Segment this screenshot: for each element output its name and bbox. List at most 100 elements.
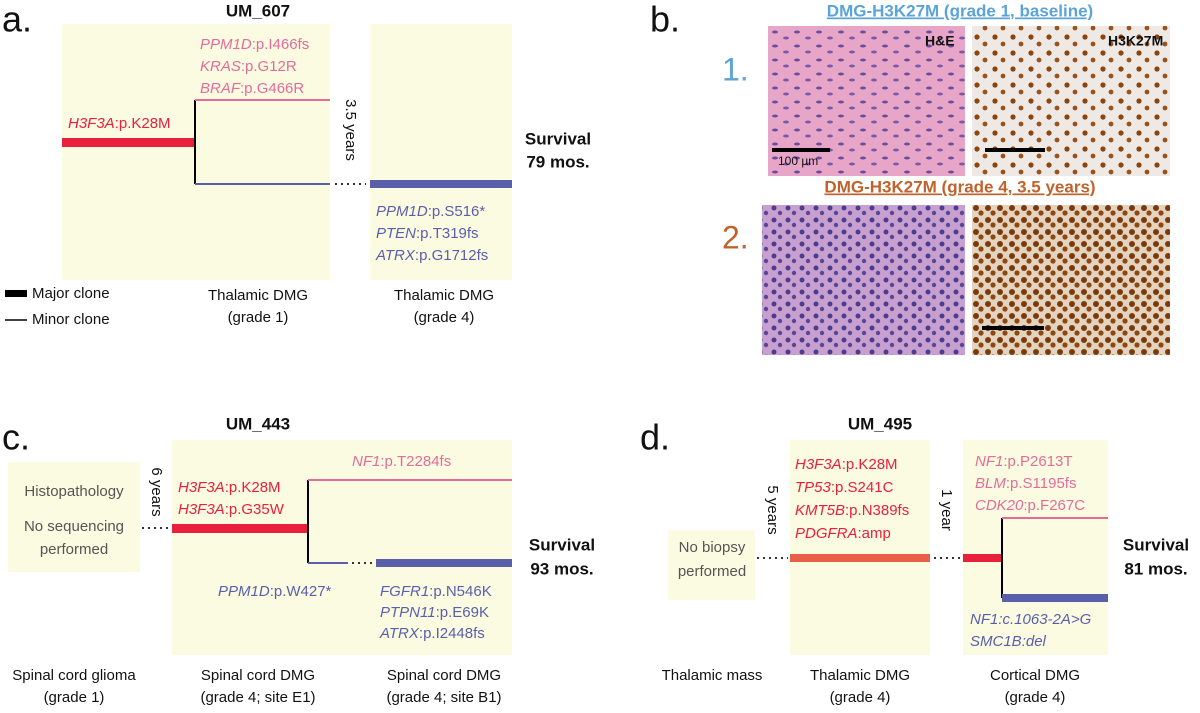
mutation: CDK20:p.F267C bbox=[975, 497, 1085, 514]
panel-label: b. bbox=[650, 0, 680, 40]
change: :p.G12R bbox=[241, 58, 297, 75]
sample: (grade 4; site E1) bbox=[200, 689, 315, 706]
change: :p.I2448fs bbox=[419, 625, 485, 642]
legend: Minor clone bbox=[32, 311, 110, 328]
mutation: PTEN:p.T319fs bbox=[376, 225, 479, 242]
panel-label: a. bbox=[2, 0, 32, 40]
change: :amp bbox=[858, 525, 891, 542]
image bbox=[762, 205, 965, 355]
sample: Thalamic DMG bbox=[208, 287, 308, 304]
gene: PTPN11 bbox=[380, 604, 436, 621]
gene: PPM1D bbox=[200, 36, 252, 53]
change: :p.N389fs bbox=[845, 502, 909, 519]
gene: H3F3A bbox=[68, 115, 115, 132]
survival: Survival bbox=[1123, 535, 1189, 554]
gene: ATRX bbox=[375, 247, 416, 264]
change: :p.S241C bbox=[831, 479, 894, 496]
mutation: SMC1B:del bbox=[970, 633, 1047, 650]
gene: CDK20 bbox=[975, 497, 1024, 514]
scale-bar bbox=[985, 148, 1045, 152]
gene: KMT5B bbox=[795, 502, 845, 519]
survival: 93 mos. bbox=[530, 559, 593, 578]
row-label: 1. bbox=[722, 51, 749, 87]
gene: PDGFRA bbox=[795, 525, 858, 542]
sample: Cortical DMG bbox=[990, 667, 1080, 684]
interval: 5 years bbox=[764, 485, 781, 534]
change: :p.G1712fs bbox=[415, 247, 488, 264]
trunk-line bbox=[790, 554, 930, 562]
mutation: BLM:p.S1195fs bbox=[975, 475, 1076, 492]
panel-label: d. bbox=[640, 417, 670, 458]
gene: BLM bbox=[975, 475, 1006, 492]
mutation: H3F3A:p.K28M bbox=[178, 479, 281, 496]
sample: Spinal cord glioma bbox=[12, 667, 136, 684]
trunk-line bbox=[963, 554, 1002, 562]
change: :p.K28M bbox=[225, 479, 281, 496]
change: :del bbox=[1022, 633, 1047, 650]
change: :p.P2613T bbox=[1003, 453, 1072, 470]
legend-swatch bbox=[5, 290, 27, 297]
survival: Survival bbox=[525, 129, 591, 148]
change: :p.T319fs bbox=[416, 225, 479, 242]
change: :p.S1195fs bbox=[1006, 475, 1077, 492]
row-title: DMG-H3K27M (grade 4, 3.5 years) bbox=[824, 177, 1095, 196]
sample: Thalamic DMG bbox=[810, 667, 910, 684]
mutation: NF1:p.T2284fs bbox=[352, 453, 451, 470]
survival: 79 mos. bbox=[526, 152, 589, 171]
legend: Major clone bbox=[32, 285, 110, 302]
image bbox=[972, 205, 1170, 355]
box bbox=[963, 440, 1108, 655]
scale-bar bbox=[772, 148, 830, 152]
interval: 3.5 years bbox=[342, 99, 359, 161]
mutation: KRAS:p.G12R bbox=[200, 58, 297, 75]
change: :c.1063-2A>G bbox=[998, 611, 1091, 628]
major-line bbox=[370, 180, 512, 188]
gene: SMC1B bbox=[970, 633, 1022, 650]
note: performed bbox=[678, 563, 746, 580]
box bbox=[8, 462, 140, 572]
gene: PTEN bbox=[376, 225, 416, 242]
gene: NF1 bbox=[975, 453, 1003, 470]
mutation: H3F3A:p.K28M bbox=[68, 115, 171, 132]
interval: 1 year bbox=[938, 489, 955, 531]
change: :p.G466R bbox=[240, 80, 304, 97]
stain: H3K27M bbox=[1108, 33, 1163, 49]
mutation: TP53:p.S241C bbox=[795, 479, 894, 496]
mutation: PPM1D:p.W427* bbox=[218, 583, 332, 600]
mutation: ATRX:p.I2448fs bbox=[379, 625, 485, 642]
sample: (grade 4; site B1) bbox=[386, 689, 501, 706]
mutation: PDGFRA:amp bbox=[795, 525, 891, 542]
interval: 6 years bbox=[148, 467, 165, 516]
change: :p.E69K bbox=[436, 604, 489, 621]
mutation: NF1:c.1063-2A>G bbox=[970, 611, 1092, 628]
change: :p.T2284fs bbox=[380, 453, 451, 470]
stain: H&E bbox=[925, 33, 955, 49]
box bbox=[668, 530, 755, 600]
major-line bbox=[1002, 594, 1108, 602]
row-label: 2. bbox=[722, 219, 749, 255]
change: :p.I466fs bbox=[252, 36, 310, 53]
gene: KRAS bbox=[200, 58, 241, 75]
sample: (grade 1) bbox=[228, 309, 289, 326]
sample: Thalamic DMG bbox=[394, 287, 494, 304]
note: No biopsy bbox=[679, 539, 746, 556]
mutation: FGFR1:p.N546K bbox=[380, 583, 492, 600]
change: :p.K28M bbox=[115, 115, 171, 132]
mutation: H3F3A:p.G35W bbox=[178, 501, 285, 518]
box bbox=[370, 24, 512, 280]
mutation: NF1:p.P2613T bbox=[975, 453, 1073, 470]
note: Histopathology bbox=[24, 483, 124, 500]
note: performed bbox=[40, 541, 108, 558]
mutation: PPM1D:p.I466fs bbox=[200, 36, 309, 53]
gene: ATRX bbox=[379, 625, 420, 642]
trunk-line bbox=[172, 524, 308, 533]
title: UM_607 bbox=[226, 1, 290, 20]
mutation: H3F3A:p.K28M bbox=[795, 456, 898, 473]
title: UM_495 bbox=[848, 414, 912, 433]
box bbox=[172, 440, 512, 655]
change: :p.W427* bbox=[270, 583, 332, 600]
change: :p.K28M bbox=[842, 456, 898, 473]
change: :p.N546K bbox=[429, 583, 492, 600]
gene: H3F3A bbox=[178, 479, 225, 496]
